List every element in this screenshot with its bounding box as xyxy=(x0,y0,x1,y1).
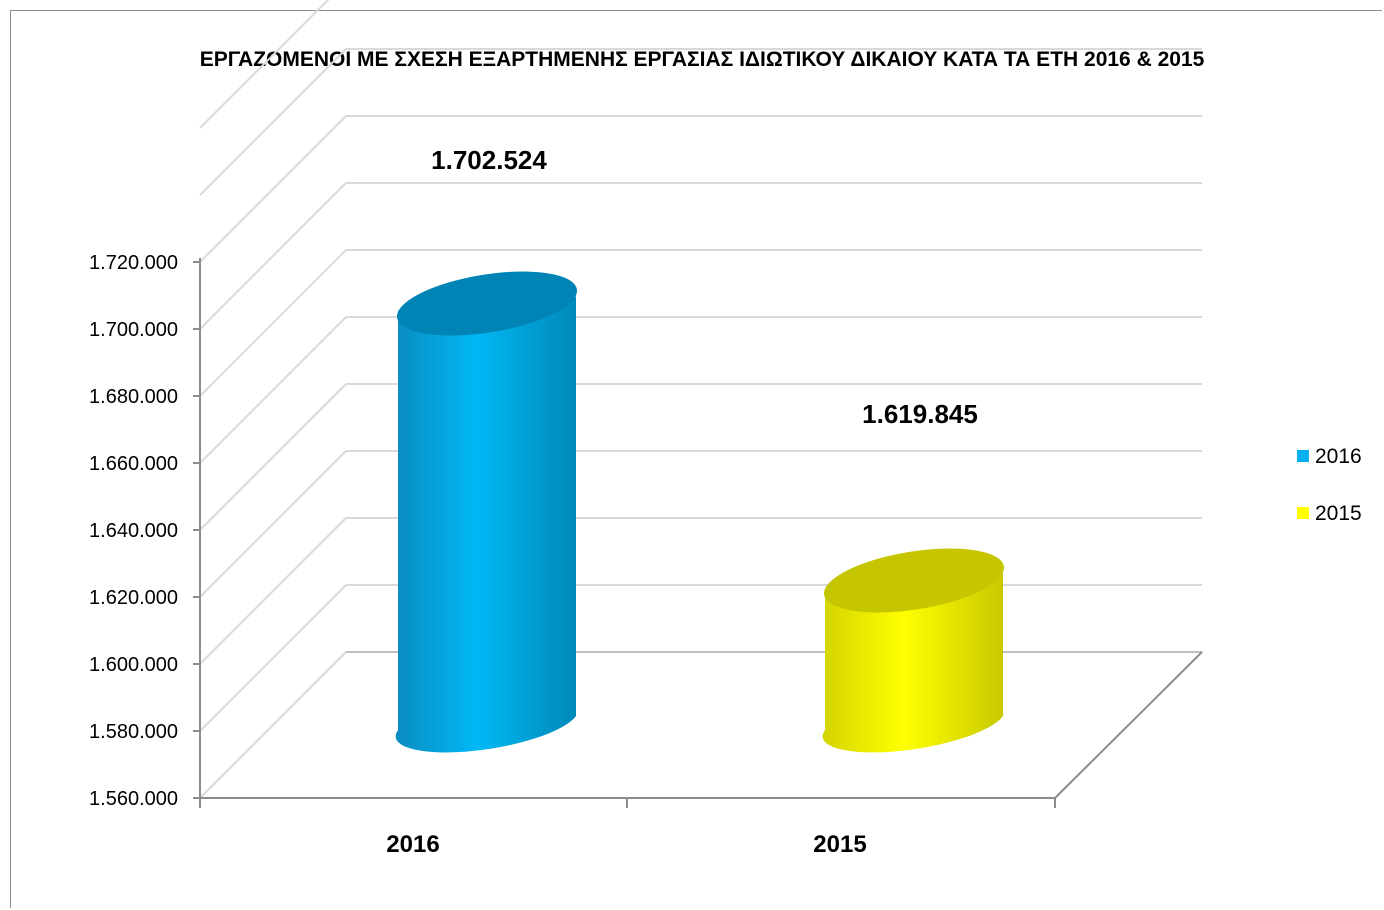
data-label: 1.702.524 xyxy=(431,145,547,175)
side-wall-gridline xyxy=(199,0,330,129)
side-wall-gridline xyxy=(199,584,347,732)
side-wall-gridline xyxy=(199,517,347,665)
x-axis-tick-labels: 2016 2015 xyxy=(386,831,866,858)
bar-2015 xyxy=(822,548,1004,753)
y-tick-label: 1.620.000 xyxy=(89,587,178,609)
y-tick-label: 1.720.000 xyxy=(89,252,178,274)
bar-top xyxy=(397,271,577,336)
legend-swatch xyxy=(1297,507,1309,519)
side-wall-gridline xyxy=(199,383,347,531)
x-tick-label: 2016 xyxy=(386,831,439,858)
bar-body xyxy=(395,296,576,753)
y-tick-label: 1.700.000 xyxy=(89,319,178,341)
axes xyxy=(193,258,1056,808)
side-wall-gridline xyxy=(199,316,347,464)
legend: 2016 2015 xyxy=(1297,445,1362,525)
data-labels: 1.702.524 1.619.845 xyxy=(431,145,978,429)
chart-title: ΕΡΓΑΖΟΜΕΝΟΙ ΜΕ ΣΧΕΣΗ ΕΞΑΡΤΗΜΕΝΗΣ ΕΡΓΑΣΙΑ… xyxy=(200,48,1205,71)
legend-swatch xyxy=(1297,450,1309,462)
floor-right-edge xyxy=(1054,651,1203,799)
y-tick-label: 1.660.000 xyxy=(89,453,178,475)
side-wall-gridline xyxy=(199,249,347,397)
side-wall-gridline xyxy=(199,450,347,598)
side-wall-gridline xyxy=(199,651,347,799)
x-tick-label: 2015 xyxy=(813,831,866,858)
bar-top xyxy=(824,548,1004,613)
legend-label: 2016 xyxy=(1315,445,1362,468)
side-wall-gridline xyxy=(199,182,347,330)
side-wall-gridline xyxy=(199,48,347,196)
data-label: 1.619.845 xyxy=(862,399,978,429)
y-tick-label: 1.680.000 xyxy=(89,386,178,408)
chart-frame xyxy=(10,10,1382,908)
y-axis-tick-labels: 1.560.000 1.580.000 1.600.000 1.620.000 1.64… xyxy=(89,252,178,810)
y-tick-label: 1.640.000 xyxy=(89,520,178,542)
grid-lines xyxy=(199,0,1203,799)
bar-body xyxy=(822,573,1003,753)
bar-2016 xyxy=(395,271,577,753)
y-tick-label: 1.560.000 xyxy=(89,788,178,810)
y-tick-label: 1.600.000 xyxy=(89,654,178,676)
side-wall-gridline xyxy=(199,115,347,263)
y-tick-label: 1.580.000 xyxy=(89,721,178,743)
legend-label: 2015 xyxy=(1315,502,1362,525)
bars xyxy=(395,271,1004,753)
